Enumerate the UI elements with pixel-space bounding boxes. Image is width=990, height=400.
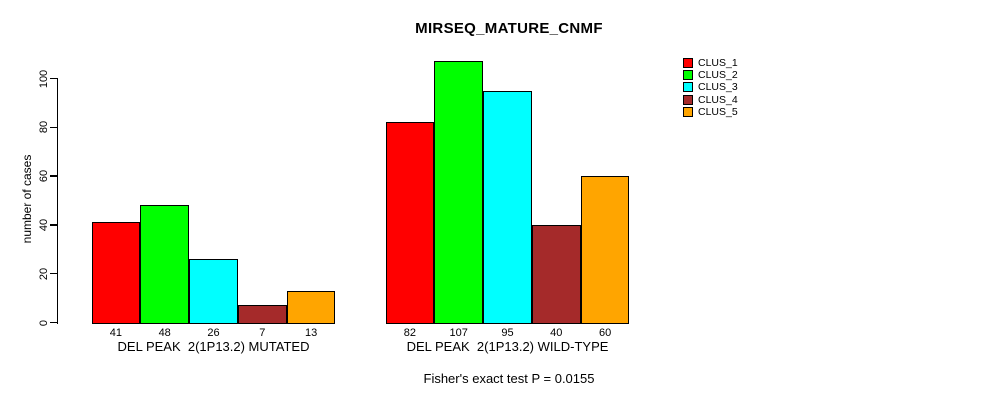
legend-swatch-clus_3 [683,82,693,93]
bar-value-label: 41 [109,327,123,339]
legend-label: CLUS_2 [698,69,738,82]
bar-value-label: 40 [550,327,563,339]
y-tick-label: 60 [37,169,50,183]
y-tick-label: 80 [37,121,50,134]
bar-value-label: 26 [207,327,220,339]
y-tick-label: 20 [37,267,50,280]
y-tick-mark [49,272,57,275]
bar-value-label: 7 [259,327,266,339]
bar-clus_4-group2 [531,224,581,324]
legend-item-clus_1: CLUS_1 [683,57,738,69]
bar-clus_1-group2 [385,122,435,324]
legend-label: CLUS_3 [698,81,738,94]
bar-clus_4-group1 [237,305,287,324]
legend-swatch-clus_4 [683,94,693,105]
legend-swatch-clus_1 [683,58,693,69]
y-tick-mark [49,77,57,80]
bar-clus_2-group1 [140,205,190,324]
legend-item-clus_4: CLUS_4 [683,94,738,106]
legend-item-clus_3: CLUS_3 [683,81,738,93]
bar-value-label: 107 [449,327,468,339]
bar-value-label: 13 [304,327,318,339]
y-tick-mark [49,321,57,324]
y-tick-label: 0 [37,319,50,326]
y-axis-line [56,78,58,324]
chart-title: MIRSEQ_MATURE_CNMF [415,20,603,37]
bar-value-label: 48 [158,327,171,339]
bar-clus_2-group2 [434,61,484,324]
y-axis-label: number of cases [20,154,34,244]
bar-clus_5-group2 [580,176,630,324]
legend-label: CLUS_1 [698,57,738,70]
legend: CLUS_1 CLUS_2 CLUS_3 CLUS_4 CLUS_5 [683,57,738,118]
y-tick-mark [49,224,57,226]
bar-value-label: 60 [598,327,612,339]
legend-swatch-clus_2 [683,70,693,81]
bar-clus_5-group1 [286,290,336,324]
legend-label: CLUS_4 [698,93,738,106]
footnote-fisher-test: Fisher's exact test P = 0.0155 [423,371,595,386]
x-category-label: DEL PEAK 2(1P13.2) WILD-TYPE [406,339,609,354]
x-category-label: DEL PEAK 2(1P13.2) MUTATED [117,339,310,354]
bar-clus_3-group2 [483,90,532,324]
y-tick-mark [49,175,57,177]
y-tick-label: 100 [37,69,50,88]
legend-label: CLUS_5 [698,105,738,118]
legend-swatch-clus_5 [683,106,693,117]
bar-clus_3-group1 [189,259,238,324]
bar-clus_1-group1 [91,222,141,324]
y-tick-label: 40 [37,218,50,232]
y-tick-mark [49,126,57,129]
legend-item-clus_2: CLUS_2 [683,69,738,81]
bar-value-label: 95 [501,327,514,339]
legend-item-clus_5: CLUS_5 [683,106,738,118]
bar-value-label: 82 [403,327,417,339]
